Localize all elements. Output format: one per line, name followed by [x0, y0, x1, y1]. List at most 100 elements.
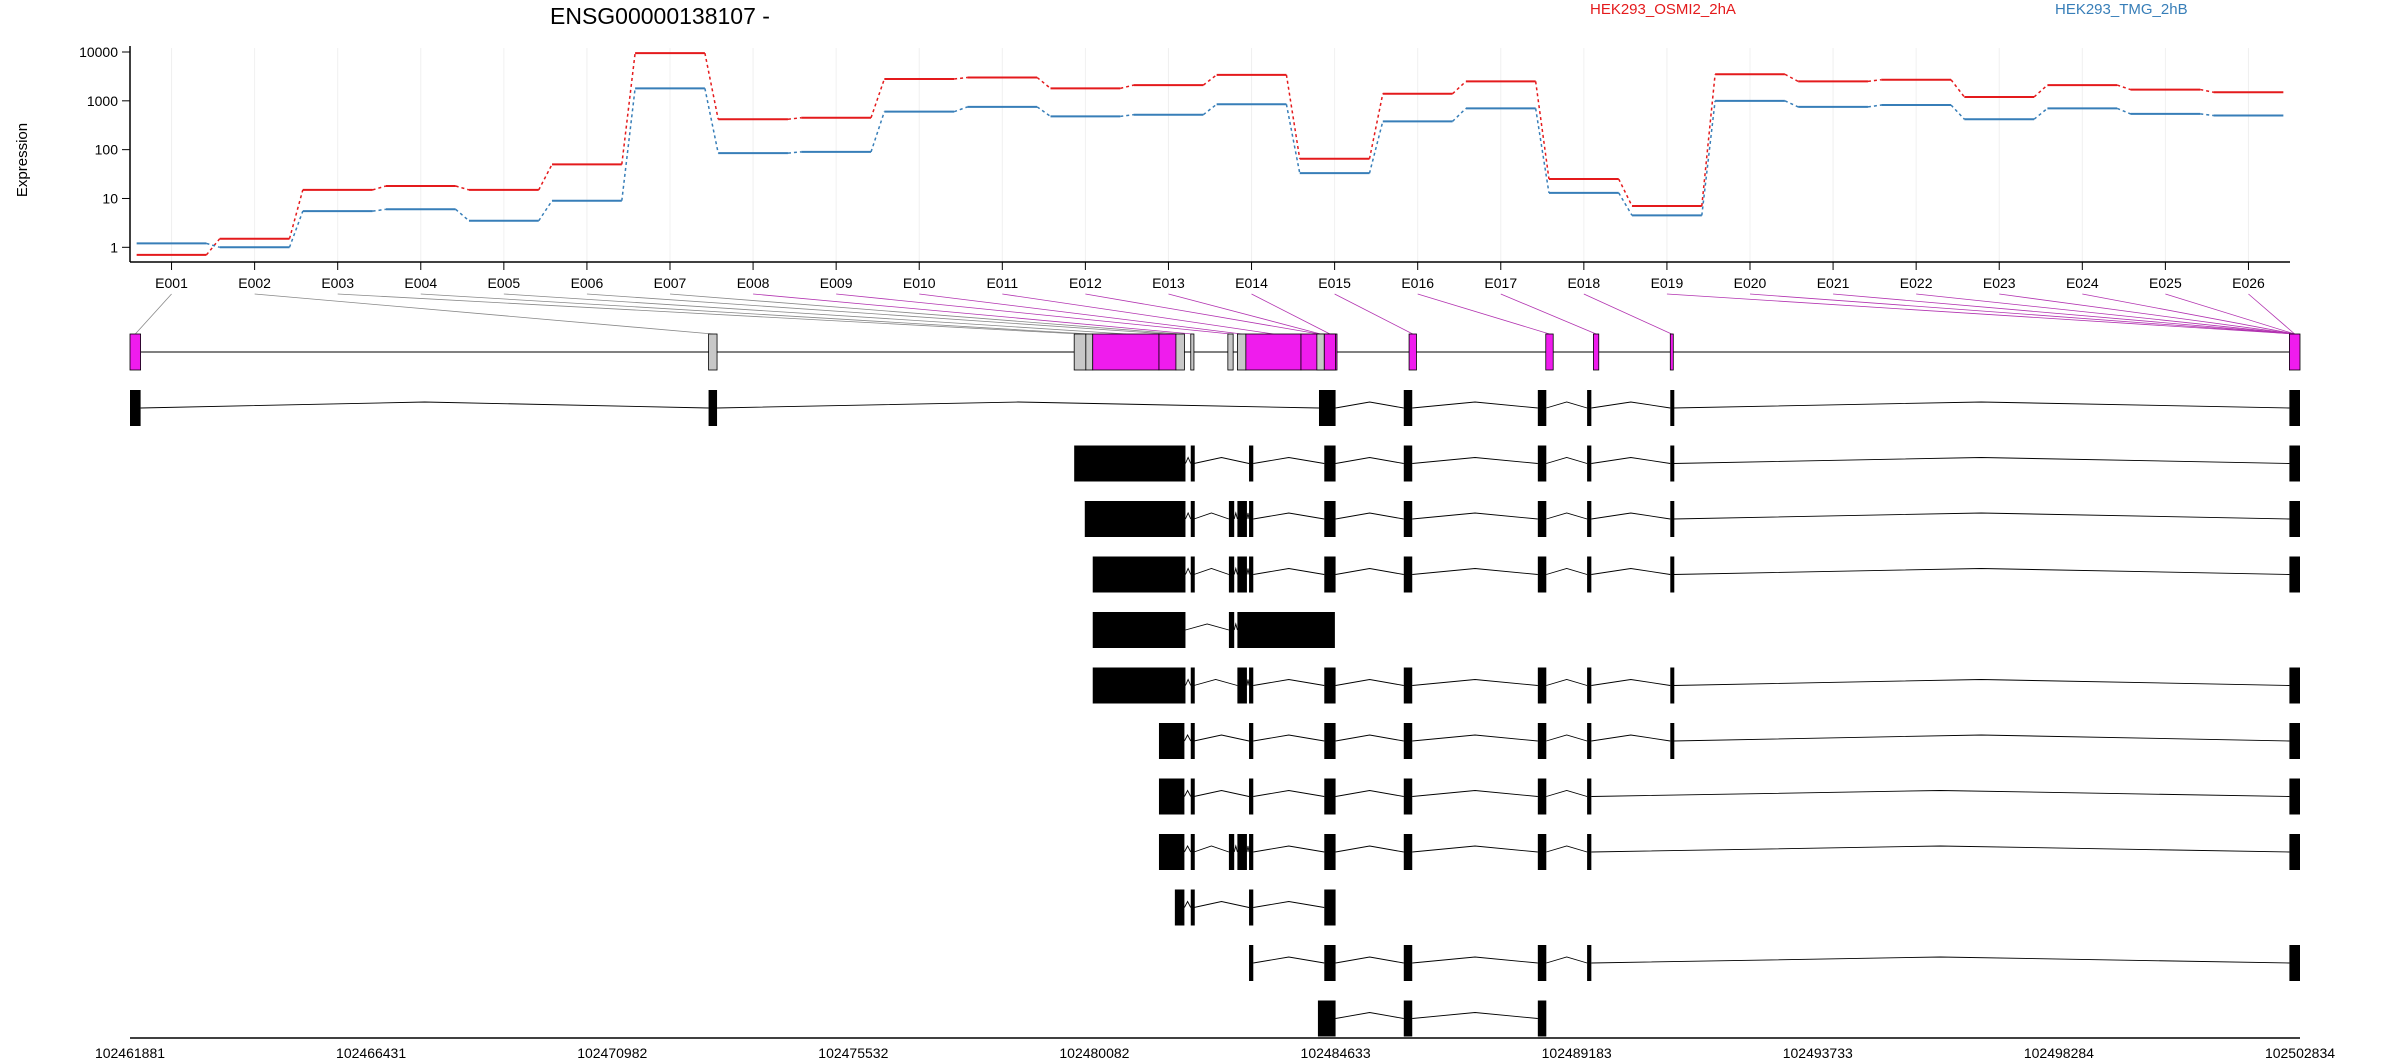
- exon-connector: [1002, 293, 1274, 335]
- data-connector: [1036, 76, 1051, 89]
- transcript-exon: [1190, 667, 1195, 704]
- transcript-exon: [2289, 390, 2300, 426]
- transcript-intron: [1233, 622, 1238, 631]
- gene-exon: [2289, 333, 2301, 371]
- exon-connector: [420, 293, 1090, 335]
- transcript-6: [1092, 667, 2300, 704]
- transcript-exon: [1158, 778, 1185, 815]
- coordinate-label: 102502834: [2265, 1045, 2335, 1060]
- data-connector: [1784, 100, 1799, 108]
- transcript-intron: [1193, 790, 1250, 797]
- exon-connector: [586, 293, 1168, 335]
- exon-label: E001: [155, 275, 188, 291]
- transcript-exon: [1249, 945, 1254, 981]
- exon-label: E004: [404, 275, 437, 291]
- exon-label: E017: [1484, 275, 1517, 291]
- transcript-exon: [1249, 778, 1254, 815]
- exon-label: E014: [1235, 275, 1268, 291]
- transcript-exon: [1324, 445, 1336, 482]
- genomic-coordinate-axis: 102461881 102466431 102470982 102475532 1024…: [95, 1037, 2335, 1060]
- data-connector: [1867, 104, 1882, 108]
- transcript-exon: [1537, 556, 1547, 593]
- transcript-exon: [1324, 834, 1336, 870]
- data-connector: [2200, 88, 2214, 93]
- transcript-exon: [1670, 445, 1675, 482]
- exon-connector: [919, 293, 1242, 335]
- gene-exon: [1408, 333, 1417, 371]
- transcript-exon: [1237, 556, 1247, 593]
- coordinate-label: 102480082: [1059, 1045, 1129, 1060]
- grid-lines: [171, 48, 2249, 262]
- transcript-exon: [1403, 778, 1413, 815]
- axes: 1 10 100 1000 10000: [79, 44, 2290, 263]
- transcript-exon: [1403, 501, 1413, 537]
- exon-connector: [503, 293, 1126, 335]
- gene-exon: [1245, 333, 1302, 371]
- transcript-intron: [1591, 401, 1671, 409]
- transcript-exon: [1324, 778, 1336, 815]
- transcript-intron: [1591, 845, 2290, 853]
- transcript-intron: [1193, 568, 1230, 575]
- transcript-intron: [1672, 679, 2290, 686]
- transcript-intron: [1546, 845, 1588, 853]
- data-connector: [2116, 84, 2131, 91]
- data-connector: [621, 52, 636, 165]
- exon-connector: [1334, 293, 1413, 335]
- coordinate-label: 102475532: [818, 1045, 888, 1060]
- transcript-intron: [1233, 566, 1238, 575]
- transcript-exon: [1237, 612, 1335, 648]
- exon-connector: [1168, 293, 1321, 335]
- data-connector: [1285, 104, 1301, 174]
- transcript-intron: [1546, 679, 1588, 686]
- transcript-intron: [1546, 790, 1588, 797]
- data-connector: [1202, 103, 1218, 116]
- transcript-intron: [1412, 457, 1538, 464]
- exon-label: E015: [1318, 275, 1351, 291]
- exon-label: E026: [2232, 275, 2265, 291]
- data-connector: [621, 88, 636, 201]
- gene-exon: [1545, 333, 1554, 371]
- exon-label: E011: [986, 275, 1018, 291]
- series-2: [136, 87, 2284, 249]
- data-connector: [1534, 81, 1550, 180]
- data-connector: [1120, 84, 1134, 90]
- exon-label: E022: [1900, 275, 1933, 291]
- exon-connector: [135, 293, 172, 335]
- transcript-exon: [1190, 556, 1195, 593]
- data-connector: [2033, 107, 2048, 120]
- transcript-exon: [1324, 945, 1336, 981]
- transcript-intron: [1253, 568, 1325, 575]
- transcript-exon: [1403, 445, 1413, 482]
- transcript-exon: [130, 390, 141, 426]
- transcript-exon: [1403, 667, 1413, 704]
- data-connector: [870, 111, 886, 153]
- transcript-intron: [1185, 623, 1230, 631]
- gene-exon: [1236, 333, 1247, 371]
- data-connector: [787, 117, 802, 120]
- transcript-exon: [1537, 778, 1547, 815]
- legend-series-1: HEK293_OSMI2_2hA: [1590, 1, 1736, 18]
- transcript-intron: [1185, 678, 1192, 686]
- transcript-exon: [1537, 945, 1547, 981]
- transcript-exon: [1237, 667, 1247, 704]
- transcript-10: [1174, 889, 1336, 926]
- data-connector: [372, 208, 386, 212]
- transcript-intron: [1335, 512, 1404, 520]
- transcript-exon: [1074, 445, 1186, 482]
- exon-connector: [1666, 293, 2295, 335]
- transcript-exon: [1092, 612, 1186, 648]
- transcript-intron: [1335, 679, 1404, 686]
- transcript-exon: [1249, 501, 1254, 537]
- transcript-exon: [1670, 501, 1675, 537]
- transcript-exon: [2289, 945, 2300, 981]
- transcript-models: [130, 390, 2300, 1037]
- transcript-intron: [1246, 845, 1250, 853]
- coordinate-label: 102484633: [1301, 1045, 1371, 1060]
- transcript-intron: [1185, 511, 1192, 520]
- transcript-exon: [1587, 501, 1592, 537]
- y-tick-label: 1000: [87, 93, 118, 109]
- exon-connector: [1749, 293, 2295, 335]
- transcript-intron: [1546, 956, 1588, 964]
- transcript-exon: [1537, 1000, 1547, 1037]
